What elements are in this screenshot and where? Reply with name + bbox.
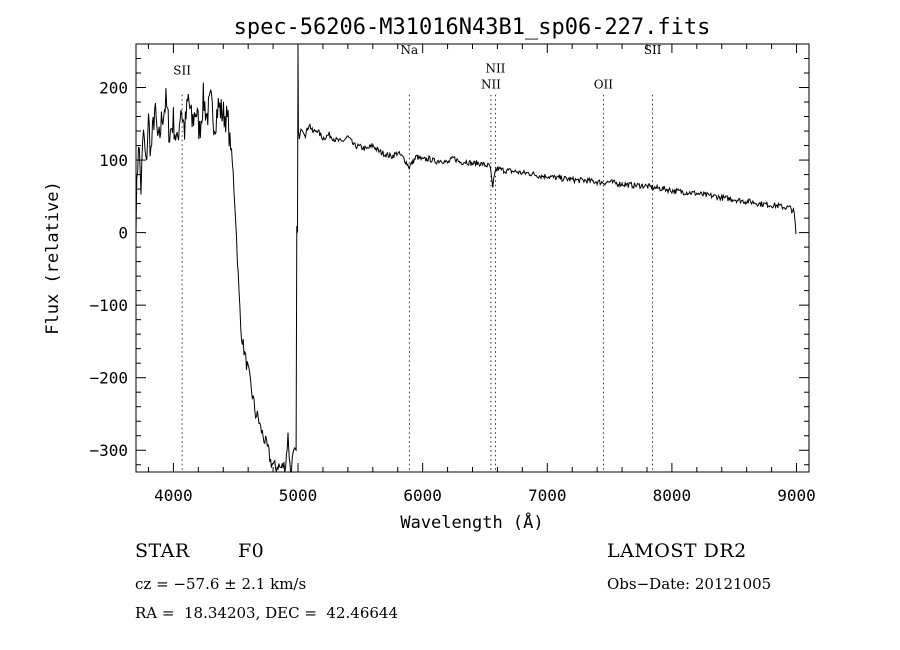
y-axis-label: Flux (relative) (43, 181, 63, 335)
spectral-line-label: NII (485, 61, 505, 75)
flux-series-line (135, 46, 797, 473)
x-tick-label: 8000 (653, 486, 692, 505)
x-tick-label: 6000 (403, 486, 442, 505)
y-tick-label: −200 (89, 369, 128, 388)
y-tick-label: 100 (99, 151, 128, 170)
spectral-line-markers: SII Na NII NII OII SII (173, 43, 662, 472)
spectral-line-label: NII (481, 77, 501, 91)
x-tick-label: 9000 (777, 486, 816, 505)
x-tick-label: 4000 (154, 486, 193, 505)
redshift-velocity: cz = −57.6 ± 2.1 km/s (135, 575, 307, 593)
y-tick-label: 200 (99, 79, 128, 98)
sky-coordinates: RA = 18.34203, DEC = 42.46644 (135, 604, 399, 622)
axis-ticks: 4000 5000 6000 7000 8000 9000 −300 −200 −100 0 100… (89, 43, 816, 505)
spectral-line-label: SII (173, 63, 191, 77)
survey-name: LAMOST DR2 (607, 540, 747, 562)
observation-date: Obs−Date: 20121005 (607, 575, 772, 593)
spectral-line-label: Na (400, 43, 418, 57)
x-axis-label: Wavelength (Å) (400, 511, 543, 533)
chart-title: spec-56206-M31016N43B1_sp06-227.fits (234, 15, 711, 40)
spectral-line-label: SII (644, 43, 662, 57)
x-tick-label: 5000 (279, 486, 318, 505)
spectral-line-label: OII (594, 77, 614, 91)
y-tick-label: −300 (89, 441, 128, 460)
x-tick-label: 7000 (528, 486, 567, 505)
y-tick-label: −100 (89, 296, 128, 315)
y-tick-label: 0 (118, 224, 128, 243)
object-class: STAR (135, 540, 190, 562)
object-subclass: F0 (238, 540, 265, 562)
